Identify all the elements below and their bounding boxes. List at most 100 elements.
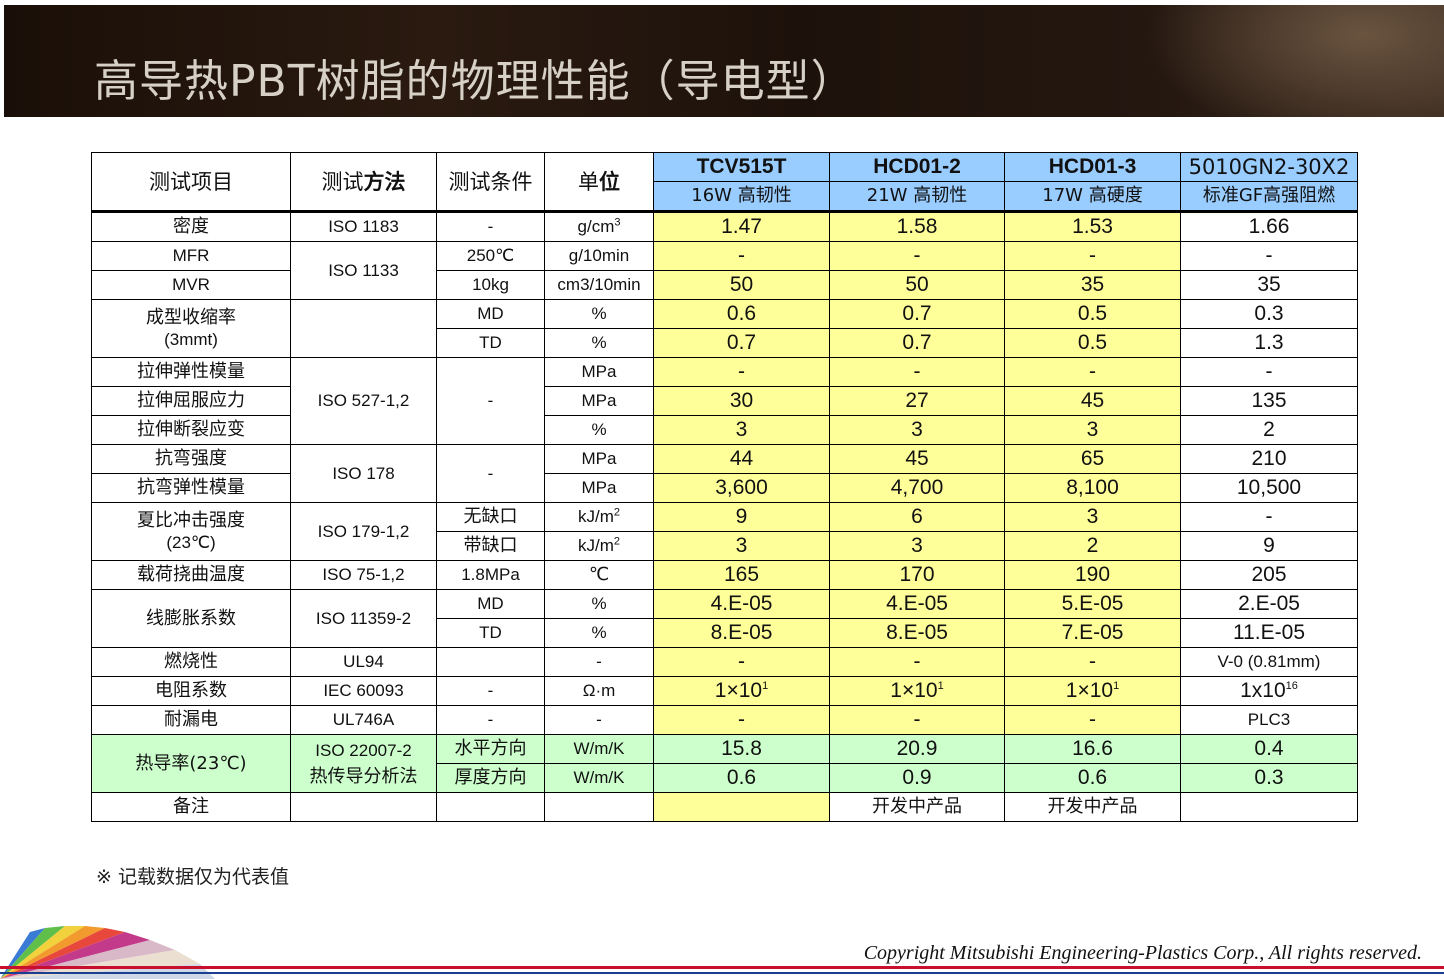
cell-value: V-0 (0.81mm) [1180,647,1358,677]
product-name: HCD01-3 [1004,152,1181,182]
table-row: 线膨胀系数 ISO 11359-2 MD % 4.E-05 4.E-05 5.E… [91,589,1358,648]
row-unit: % [544,328,654,358]
row-item: 线膨胀系数 [91,589,291,648]
cell-value: 30 [653,386,830,416]
cell-value: 4,700 [829,473,1005,503]
row-item: 热导率(23℃) [91,734,291,793]
row-condition: - [436,444,545,503]
cell-value: - [1180,241,1358,271]
cell-value [1180,792,1358,822]
row-unit: kJ/m2 [544,531,654,561]
table-row: 拉伸断裂应变 % 3 3 3 2 [91,415,1358,445]
cell-value: 0.6 [653,299,830,329]
row-method: IEC 60093 [290,676,437,706]
cell-value: - [653,647,830,677]
table-row: MVR 10kg cm3/10min 50 50 35 35 [91,270,1358,300]
cell-value: 0.6 [653,763,830,793]
cell-value: 50 [829,270,1005,300]
row-item: 备注 [91,792,291,822]
cell-value: 44 [653,444,830,474]
table-row: 备注 开发中产品 开发中产品 [91,792,1358,822]
row-method: UL746A [290,705,437,735]
header-row: 测试项目 测试方法 测试条件 单位 TCV515T HCD01-2 HCD01-… [91,152,1358,212]
cell-value: 15.8 [653,734,830,764]
cell-value: - [653,241,830,271]
cell-value: 190 [1004,560,1181,590]
properties-table: 测试项目 测试方法 测试条件 单位 TCV515T HCD01-2 HCD01-… [91,152,1358,822]
color-fan-logo [0,924,220,979]
cell-value: 9 [653,502,830,532]
cell-value: 1.66 [1180,210,1358,242]
cell-value: - [1004,647,1181,677]
row-method: UL94 [290,647,437,677]
row-item: 载荷挠曲温度 [91,560,291,590]
row-condition: - [436,210,545,242]
row-condition: 水平方向 [436,734,545,764]
row-unit: MPa [544,386,654,416]
cell-value: 0.9 [829,763,1005,793]
cell-value: 16.6 [1004,734,1181,764]
cell-value: - [1180,502,1358,532]
cell-value: 2 [1004,531,1181,561]
row-unit: g/cm3 [544,210,654,242]
table-row: 燃烧性 UL94 - - - - V-0 (0.81mm) [91,647,1358,677]
cell-value: 8.E-05 [829,618,1005,648]
row-item: MVR [91,270,291,300]
row-item: 燃烧性 [91,647,291,677]
cell-value: 3 [1004,502,1181,532]
page-title: 高导热PBT树脂的物理性能（导电型） [94,56,856,107]
title-bar: 高导热PBT树脂的物理性能（导电型） [4,5,1444,117]
cell-value: 1.47 [653,210,830,242]
cell-value: - [829,647,1005,677]
table-row: 成型收缩率 (3mmt) MD % 0.6 0.7 0.5 0.3 [91,299,1358,358]
cell-value: - [653,357,830,387]
row-method: ISO 527-1,2 [290,357,437,445]
row-unit: - [544,647,654,677]
table-row: 抗弯弹性模量 MPa 3,600 4,700 8,100 10,500 [91,473,1358,503]
row-unit: % [544,299,654,329]
table-row: 热导率(23℃) ISO 22007-2 热传导分析法 水平方向 W/m/K 1… [91,734,1358,793]
table-row: TD % 0.7 0.7 0.5 1.3 [92,328,1358,358]
row-unit: - [544,705,654,735]
header-desc-row: 16W 高韧性 21W 高韧性 17W 高硬度 标准GF高强阻燃 [92,181,1358,212]
cell-value: 20.9 [829,734,1005,764]
cell-value: 50 [653,270,830,300]
cell-value: 45 [1004,386,1181,416]
row-method: ISO 11359-2 [290,589,437,648]
cell-value: 0.5 [1004,299,1181,329]
cell-value: 1×101 [1004,676,1181,706]
cell-value: 11.E-05 [1180,618,1358,648]
product-name: HCD01-2 [829,152,1005,182]
cell-value: 3 [653,531,830,561]
footnote: ※ 记载数据仅为代表值 [96,866,289,888]
row-condition: - [436,357,545,445]
cell-value: 10,500 [1180,473,1358,503]
row-condition [436,647,545,677]
cell-value: 65 [1004,444,1181,474]
cell-value: - [829,705,1005,735]
row-unit: g/10min [544,241,654,271]
cell-value: 3 [829,531,1005,561]
row-condition: 厚度方向 [436,763,545,793]
cell-value: - [829,241,1005,271]
row-unit: W/m/K [544,734,654,764]
row-unit: % [544,589,654,619]
row-unit: MPa [544,357,654,387]
row-method: ISO 22007-2 热传导分析法 [290,734,437,793]
cell-value: 7.E-05 [1004,618,1181,648]
row-item: 拉伸屈服应力 [91,386,291,416]
row-unit: % [544,415,654,445]
row-unit: Ω·m [544,676,654,706]
row-method: ISO 178 [290,444,437,503]
row-unit: MPa [544,444,654,474]
row-method: ISO 1133 [290,241,437,300]
cell-value: 0.7 [829,299,1005,329]
row-method: ISO 179-1,2 [290,502,437,561]
row-condition: MD [436,589,545,619]
cell-value: 1.53 [1004,210,1181,242]
row-item: 拉伸弹性模量 [91,357,291,387]
cell-value: - [1004,241,1181,271]
cell-value: 开发中产品 [1004,792,1181,822]
table-row: TD % 8.E-05 8.E-05 7.E-05 11.E-05 [92,618,1358,648]
cell-value: 3,600 [653,473,830,503]
